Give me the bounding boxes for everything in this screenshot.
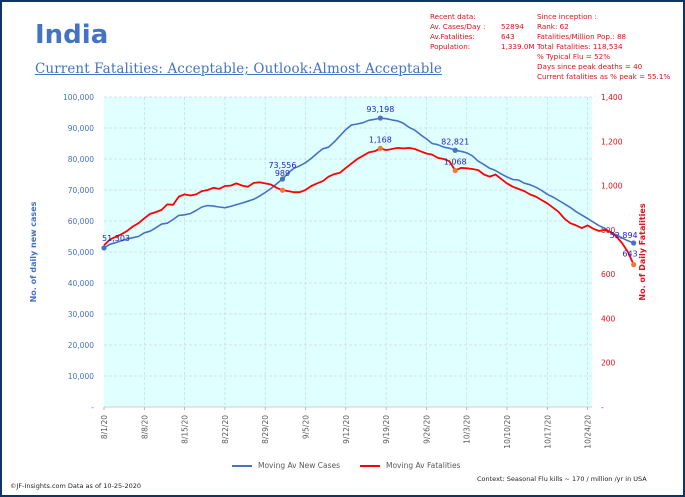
y2-tick-label: 400 [601, 314, 616, 323]
inception-line: Rank: 62 [537, 22, 569, 31]
y-tick-label: 20,000 [68, 341, 94, 350]
x-tick-label: 8/29/20 [261, 415, 270, 444]
data-label: 73,556 [268, 161, 296, 170]
marker-cases [279, 176, 286, 182]
y-tick-label: 80,000 [68, 155, 94, 164]
footer-context: Context: Seasonal Flu kills ~ 170 / mill… [477, 475, 647, 483]
series-line-cases [103, 117, 634, 249]
x-tick-label: 9/26/20 [422, 415, 431, 444]
y-tick-label: 30,000 [68, 310, 94, 319]
y-tick-label: 50,000 [68, 248, 94, 257]
y-tick-label: 90,000 [68, 124, 94, 133]
y2-tick-label: - [601, 403, 604, 412]
x-tick-label: 10/24/20 [584, 415, 593, 449]
inception-line: Days since peak deaths = 40 [537, 62, 643, 71]
data-label: 82,821 [441, 137, 469, 146]
y2-axis-title: No. of Daily Fatalities [638, 203, 647, 300]
y2-tick-label: 600 [601, 270, 616, 279]
recent-label: Recent data: [430, 12, 476, 21]
recent-data-values: 52894 643 1,339.0M [501, 12, 535, 52]
recent-value: 1,339.0M [501, 42, 535, 51]
plot-area [104, 97, 592, 407]
x-tick-label: 10/10/20 [503, 415, 512, 449]
y-tick-label: 10,000 [68, 372, 94, 381]
status-subtitle: Current Fatalities: Acceptable; Outlook:… [35, 61, 442, 77]
inception-stats: Since inception : Rank: 62 Fatalities/Mi… [537, 12, 670, 82]
x-tick-label: 9/12/20 [342, 415, 351, 444]
legend-label-cases: Moving Av New Cases [258, 461, 340, 470]
y-tick-label: 100,000 [63, 93, 94, 102]
y-tick-label: 40,000 [68, 279, 94, 288]
marker-fatalities [631, 262, 637, 268]
inception-line: Since inception : [537, 12, 597, 21]
marker-fatalities [377, 145, 383, 151]
x-tick-label: 10/17/20 [543, 415, 552, 449]
x-tick-label: 8/22/20 [221, 415, 230, 444]
x-tick-label: 8/8/20 [140, 415, 149, 439]
recent-label: Av. Cases/Day : [430, 22, 486, 31]
marker-cases [377, 115, 383, 121]
recent-value: 643 [501, 32, 515, 41]
x-tick-label: 8/1/20 [100, 415, 109, 439]
legend-fatalities: Moving Av Fatalities [360, 461, 460, 470]
legend-swatch-cases [232, 464, 252, 467]
x-tick-label: 9/5/20 [302, 415, 311, 439]
data-label: 643 [622, 250, 637, 259]
y2-tick-label: 1,000 [601, 182, 623, 191]
x-tick-label: 10/3/20 [463, 415, 472, 444]
series-line-fatalities [103, 146, 635, 265]
data-label: 93,198 [366, 105, 394, 114]
marker-cases [452, 147, 458, 153]
y-tick-label: 60,000 [68, 217, 94, 226]
legend-label-fatalities: Moving Av Fatalities [386, 461, 461, 470]
recent-label: Population: [430, 42, 471, 51]
y-tick-label: 70,000 [68, 186, 94, 195]
inception-line: Total Fatalities: 118,534 [537, 42, 623, 51]
data-label: 1,068 [444, 158, 467, 167]
data-label: 52,894 [610, 231, 638, 240]
data-label: 1,168 [369, 135, 392, 144]
x-tick-label: 8/15/20 [181, 415, 190, 444]
footer-copyright: ©JF-Insights.com Data as of 10-25-2020 [10, 482, 142, 490]
marker-cases [101, 245, 107, 251]
inception-line: Fatalities/Million Pop.: 88 [537, 32, 627, 41]
legend-swatch-fatalities [360, 464, 380, 467]
page-title: India [35, 20, 109, 50]
y-tick-label: - [91, 403, 94, 412]
x-tick-label: 9/19/20 [382, 415, 391, 444]
y2-tick-label: 200 [601, 359, 616, 368]
legend-cases: Moving Av New Cases [232, 461, 340, 470]
recent-value: 52894 [501, 22, 524, 31]
recent-label: Av.Fatalities: [430, 32, 475, 41]
marker-fatalities [279, 187, 286, 193]
y2-tick-label: 1,200 [601, 137, 623, 146]
marker-fatalities [452, 167, 458, 174]
data-label: 989 [275, 169, 290, 178]
inception-line: % Typical Flu = 52% [537, 52, 611, 61]
y-axis-title: No. of daily new cases [29, 201, 38, 302]
inception-line: Current fatalities as % peak = 55.1% [537, 72, 671, 81]
recent-data-labels: Recent data: Av. Cases/Day : Av.Fataliti… [430, 12, 485, 52]
data-label: 51,303 [102, 234, 130, 243]
y2-tick-label: 1,400 [601, 93, 623, 102]
marker-cases [631, 240, 637, 246]
